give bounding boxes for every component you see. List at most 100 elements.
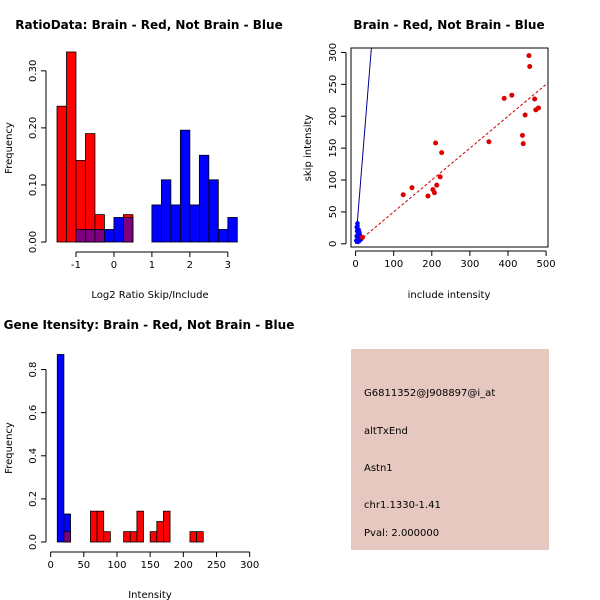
not-brain-bar	[227, 217, 238, 243]
y-tick-label: 0.8	[28, 362, 39, 378]
ratio-x-axis-label: Log2 Ratio Skip/Include	[91, 290, 208, 301]
y-tick-label: 150	[328, 139, 339, 158]
y-tick-label: 0.00	[28, 231, 39, 253]
not-brain-bar	[170, 204, 181, 243]
brain-point	[433, 140, 439, 146]
x-tick-label: 100	[107, 560, 126, 571]
brain-point	[522, 112, 528, 118]
x-tick-label: -1	[71, 260, 81, 271]
ratio-histogram-panel: RatioData: Brain - Red, Not Brain - Blue…	[4, 18, 283, 301]
x-tick-label: 200	[174, 560, 193, 571]
y-tick-label: 0.6	[28, 405, 39, 421]
brain-bar	[56, 105, 67, 243]
brain-bar	[189, 531, 198, 543]
y-tick-label: 0	[328, 241, 339, 247]
brain-point	[437, 174, 443, 180]
scatter-x-axis-label: include intensity	[408, 290, 491, 301]
x-tick-label: 3	[225, 260, 231, 271]
brain-point	[501, 95, 507, 101]
y-tick-label: 200	[328, 107, 339, 126]
brain-point	[486, 139, 492, 145]
y-tick-label: 0.10	[28, 174, 39, 196]
overlap-bar	[94, 229, 105, 243]
brain-bar	[96, 510, 105, 543]
brain-point	[439, 150, 445, 156]
scatter-panel: Brain - Red, Not Brain - Blue include in…	[303, 18, 556, 301]
brain-point	[409, 185, 415, 191]
brain-point	[400, 192, 406, 198]
info-box	[351, 349, 549, 550]
brain-point	[519, 132, 525, 138]
brain-point	[425, 193, 431, 199]
not-brain-regression-line	[355, 48, 372, 244]
y-tick-label: 250	[328, 75, 339, 94]
gene-name-text: Astn1	[364, 463, 393, 474]
brain-bar	[85, 133, 96, 243]
brain-bar	[66, 51, 77, 243]
x-tick-label: 150	[141, 560, 160, 571]
brain-point	[532, 96, 538, 102]
brain-bar	[149, 531, 158, 543]
event-type-text: altTxEnd	[364, 426, 408, 437]
x-tick-label: 100	[384, 259, 403, 270]
brain-point	[359, 234, 365, 240]
brain-bar	[196, 531, 204, 543]
probe-id-text: G6811352@J908897@i_at	[364, 388, 495, 399]
brain-regression-line	[355, 82, 548, 245]
scatter-y-axis-label: skip intensity	[303, 115, 314, 182]
x-tick-label: 400	[498, 259, 517, 270]
brain-bar	[163, 510, 171, 543]
x-tick-label: 200	[422, 259, 441, 270]
not-brain-bar	[56, 354, 65, 543]
not-brain-bar	[208, 179, 219, 243]
location-text: chr1.1330-1.41	[364, 500, 441, 511]
intensity-chart-title: Gene Itensity: Brain - Red, Not Brain - …	[4, 318, 295, 332]
not-brain-point	[355, 239, 361, 245]
brain-point	[520, 141, 526, 147]
x-tick-label: 50	[77, 560, 90, 571]
brain-point	[434, 182, 440, 188]
y-tick-label: 100	[328, 170, 339, 189]
brain-bar	[136, 510, 144, 543]
y-tick-label: 0.2	[28, 491, 39, 507]
y-tick-label: 0.4	[28, 448, 39, 464]
y-tick-label: 0.30	[28, 60, 39, 82]
brain-point	[431, 190, 437, 196]
not-brain-bar	[151, 204, 162, 243]
overlap-bar	[75, 229, 86, 243]
overlap-bar	[85, 229, 96, 243]
y-tick-label: 50	[328, 206, 339, 219]
pval-text: Pval: 2.000000	[364, 528, 439, 539]
scatter-chart-title: Brain - Red, Not Brain - Blue	[353, 18, 544, 32]
brain-point	[509, 92, 515, 98]
brain-point	[526, 53, 532, 59]
not-brain-bar	[179, 129, 191, 243]
brain-bar	[123, 531, 131, 543]
x-tick-label: 300	[460, 259, 479, 270]
brain-point	[535, 105, 541, 111]
y-tick-label: 0.20	[28, 117, 39, 139]
ratio-chart-title: RatioData: Brain - Red, Not Brain - Blue	[15, 18, 282, 32]
not-brain-bar	[104, 229, 115, 243]
not-brain-bar	[113, 217, 124, 243]
not-brain-point	[355, 221, 360, 226]
not-brain-bar	[198, 154, 210, 243]
intensity-y-axis-label: Frequency	[4, 422, 15, 474]
intensity-x-axis-label: Intensity	[128, 590, 172, 600]
brain-bar	[103, 531, 111, 543]
scatter-plot-area	[354, 48, 548, 245]
not-brain-bar	[160, 179, 172, 243]
not-brain-bar	[217, 229, 229, 243]
overlap-bar	[123, 217, 134, 243]
x-tick-label: 250	[207, 560, 226, 571]
scatter-plot-box	[350, 47, 549, 248]
x-tick-label: 300	[240, 560, 259, 571]
brain-bar	[156, 521, 164, 543]
brain-bar	[90, 510, 98, 543]
brain-bar	[129, 531, 138, 543]
x-tick-label: 1	[149, 260, 155, 271]
x-tick-label: 2	[187, 260, 193, 271]
y-tick-label: 300	[328, 43, 339, 62]
x-tick-label: 0	[47, 560, 53, 571]
x-tick-label: 0	[352, 259, 358, 270]
